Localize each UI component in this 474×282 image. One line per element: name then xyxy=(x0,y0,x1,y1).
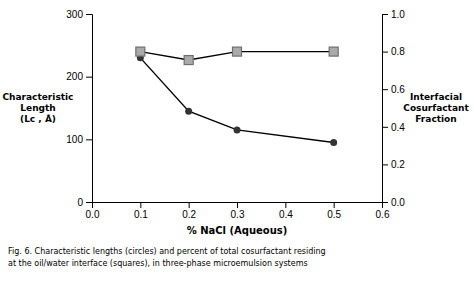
tick: 0.1 xyxy=(134,202,148,220)
square-marker xyxy=(329,47,338,56)
circle-marker xyxy=(234,126,241,133)
y-axis: 0 100 200 300 xyxy=(66,9,92,208)
tick-label: 0.8 xyxy=(391,46,405,57)
square-marker xyxy=(136,47,145,56)
tick: 0.4 xyxy=(279,202,293,220)
tick-label: 0.0 xyxy=(86,209,100,220)
circle-marker xyxy=(330,139,337,146)
tick: 200 xyxy=(66,71,92,82)
axis-line xyxy=(93,203,383,209)
tick: 0.2 xyxy=(182,202,196,220)
tick-mark xyxy=(382,202,388,203)
series-line xyxy=(140,58,333,143)
caption: Fig. 6. Characteristic lengths (circles)… xyxy=(8,247,326,256)
tick-mark xyxy=(140,202,141,208)
tick-mark xyxy=(334,202,335,208)
tick-label: 0.3 xyxy=(231,209,245,220)
tick-label: 0 xyxy=(77,197,83,208)
circle-marker xyxy=(185,108,192,115)
tick-label: 0.2 xyxy=(391,159,405,170)
axis-line xyxy=(86,15,93,203)
tick: 0.3 xyxy=(231,202,245,220)
tick: 0.8 xyxy=(382,46,405,57)
y2-axis-label: Cosurfactant xyxy=(403,103,469,113)
tick-label: 0.4 xyxy=(391,122,405,133)
y-axis-label: (Lc , Å) xyxy=(20,114,56,124)
tick-label: 100 xyxy=(66,134,83,145)
tick-mark xyxy=(189,202,190,208)
tick-mark xyxy=(382,164,388,165)
tick: 0.0 xyxy=(382,197,405,208)
tick-mark xyxy=(382,127,388,128)
tick-label: 0.6 xyxy=(391,84,405,95)
tick: 0.5 xyxy=(327,202,341,220)
tick-mark xyxy=(86,139,92,140)
y-axis-label: Length xyxy=(20,103,55,113)
y2-axis: 0.0 0.2 0.4 0.6 0.8 1.0 xyxy=(382,9,405,208)
x-axis-label: % NaCl (Aqueous) xyxy=(187,225,288,236)
tick-label: 0.4 xyxy=(279,209,293,220)
tick: 0.6 xyxy=(382,84,405,95)
chart: 0.0 0.1 0.2 0.3 0.4 0.5 0.6 0 100 200 300 0.0 0.2 0.4… xyxy=(0,0,474,282)
plot-area: 0.0 0.1 0.2 0.3 0.4 0.5 0.6 0 100 200 300 0.0 0.2 0.4… xyxy=(66,9,405,220)
tick: 0.4 xyxy=(382,122,405,133)
tick: 100 xyxy=(66,134,92,145)
tick-mark xyxy=(382,14,388,15)
tick-label: 200 xyxy=(66,71,83,82)
tick-label: 300 xyxy=(66,9,83,20)
marks xyxy=(136,47,338,146)
tick: 0 xyxy=(77,197,92,208)
tick-mark xyxy=(86,202,92,203)
tick: 300 xyxy=(66,9,92,20)
tick-label: 1.0 xyxy=(391,9,405,20)
y2-axis-label: Interfacial xyxy=(410,92,462,102)
tick-mark xyxy=(237,202,238,208)
tick-label: 0.5 xyxy=(327,209,341,220)
square-marker xyxy=(184,56,193,65)
axis-line xyxy=(383,15,389,203)
caption: at the oil/water interface (squares), in… xyxy=(8,259,308,268)
tick-mark xyxy=(285,202,286,208)
x-axis: 0.0 0.1 0.2 0.3 0.4 0.5 0.6 xyxy=(86,202,390,220)
tick-mark xyxy=(86,77,92,78)
tick: 0.6 xyxy=(376,202,390,220)
tick: 0.2 xyxy=(382,159,405,170)
tick-label: 0.6 xyxy=(376,209,390,220)
tick-mark xyxy=(382,52,388,53)
tick-label: 0.2 xyxy=(182,209,196,220)
tick-mark xyxy=(382,89,388,90)
tick-label: 0.0 xyxy=(391,197,405,208)
tick-mark xyxy=(86,14,92,15)
y-axis-label: Characteristic xyxy=(3,92,74,102)
tick: 0.0 xyxy=(86,202,100,220)
tick-label: 0.1 xyxy=(134,209,148,220)
square-marker xyxy=(233,47,242,56)
tick: 1.0 xyxy=(382,9,405,20)
y2-axis-label: Fraction xyxy=(415,114,456,124)
